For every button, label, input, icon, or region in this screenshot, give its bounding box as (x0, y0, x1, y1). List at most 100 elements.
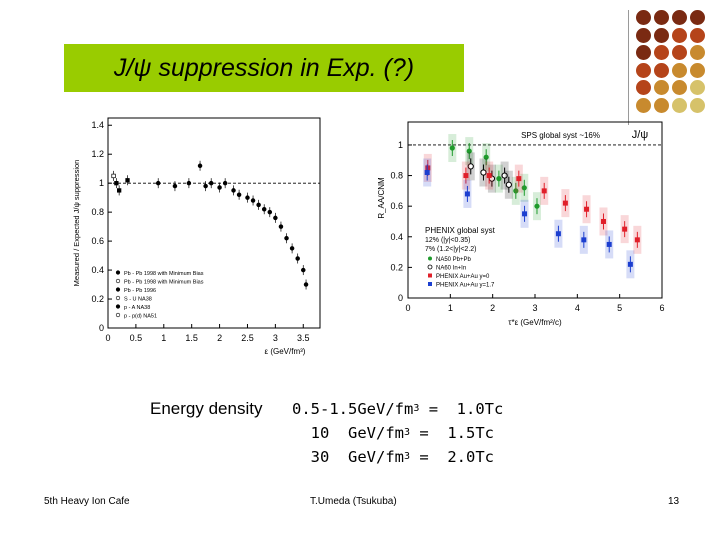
energy-density-table: Energy density 0.5-1.5GeV/fm 3 = 1.0Tc 10… (150, 397, 503, 469)
decor-dot (636, 97, 651, 113)
data-point (541, 188, 547, 194)
data-point (236, 192, 242, 198)
legend-marker (428, 256, 432, 261)
data-point (606, 241, 612, 247)
decor-dot (690, 62, 705, 78)
slide-title-box: J/ψ suppression in Exp. (?) (64, 44, 464, 92)
energy-sup: 3 (403, 427, 411, 438)
data-point (186, 180, 192, 186)
decor-dot (672, 45, 687, 60)
y-tick-label: 0.8 (91, 207, 104, 217)
x-axis-label: ε (GeV/fm³) (265, 347, 306, 356)
data-point (222, 180, 228, 186)
legend-label: Pb - Pb 1998 with Minimum Bias (124, 280, 204, 286)
data-point (555, 231, 561, 237)
data-point (463, 173, 469, 179)
data-point (114, 181, 119, 186)
y-axis-label: R_AA/CNM (377, 177, 386, 219)
x-tick-label: 3.5 (297, 333, 310, 343)
y-tick-label: 0.6 (390, 201, 403, 211)
data-point (513, 188, 519, 194)
data-point (256, 202, 261, 208)
data-point (516, 176, 522, 182)
decor-dot (690, 97, 705, 113)
x-tick-label: 0 (405, 303, 410, 313)
data-point (467, 163, 474, 170)
legend-label: NA50 Pb+Pb (436, 257, 472, 263)
x-tick-label: 3 (273, 333, 278, 343)
legend-label: S - U NA38 (124, 297, 152, 303)
data-point (622, 226, 628, 232)
x-tick-label: 4 (575, 303, 580, 313)
data-point (203, 183, 208, 189)
legend-marker (115, 295, 121, 301)
legend-marker (428, 282, 432, 286)
legend-marker (115, 270, 121, 275)
decor-dot (654, 45, 669, 60)
slide-title: J/ψ suppression in Exp. (?) (113, 53, 415, 82)
legend-marker (115, 278, 121, 284)
data-point (267, 209, 273, 215)
data-point (496, 176, 502, 182)
x-tick-label: 1 (161, 333, 166, 343)
decor-dot (654, 80, 669, 95)
decor-dot (654, 27, 669, 43)
x-tick-label: 2.5 (241, 333, 254, 343)
legend-label: PHENIX Au+Au y=1.7 (436, 283, 495, 289)
y-tick-label: 1 (398, 140, 403, 150)
data-point (303, 282, 309, 287)
x-tick-label: 2 (217, 333, 222, 343)
energy-row: Energy density 0.5-1.5GeV/fm 3 = 1.0Tc (150, 397, 503, 421)
x-tick-label: 0.5 (130, 333, 143, 343)
data-point (505, 181, 512, 188)
annotation: J/ψ (632, 129, 649, 141)
data-point (295, 256, 300, 261)
legend-marker (428, 273, 432, 278)
data-point (521, 185, 527, 191)
energy-sup: 3 (403, 451, 411, 462)
data-point (562, 200, 568, 206)
y-tick-label: 1.4 (91, 120, 104, 130)
plot-frame (107, 117, 321, 329)
x-tick-label: 0 (105, 333, 110, 343)
data-point (480, 169, 487, 176)
y-axis-label: Measured / Expected J/ψ suppression (72, 160, 81, 287)
na50-suppression-chart: 0 0.2 0.4 0.6 0.8 1 1.2 1.4 0 0.5 1 1.5 2 2.5 3 3.5 ε (G… (72, 117, 321, 356)
data-point (172, 183, 178, 189)
footer-author: T.Umeda (Tsukuba) (310, 496, 397, 507)
data-point (425, 165, 431, 171)
decor-dot (672, 10, 687, 25)
data-point (245, 195, 250, 200)
decor-dot (654, 10, 669, 25)
data-point (534, 203, 540, 209)
data-point (634, 237, 640, 243)
data-point (424, 170, 430, 176)
decor-dot (672, 97, 687, 113)
data-point (301, 267, 306, 273)
data-point (197, 163, 203, 169)
energy-density-label: Energy density (150, 399, 263, 418)
x-tick-label: 3 (532, 303, 537, 313)
data-point (289, 246, 295, 251)
data-point (501, 172, 508, 179)
decor-divider (628, 10, 629, 125)
y-tick-label: 0.4 (91, 265, 104, 275)
data-point (261, 206, 267, 212)
legend-label: NA60 In+In (436, 266, 466, 272)
energy-value: 10 GeV/fm (292, 424, 404, 442)
decor-dot (636, 10, 651, 25)
data-point (217, 185, 222, 190)
x-axis-label: τ*ε (GeV/fm²/c) (508, 318, 562, 327)
x-tick-label: 6 (659, 303, 664, 313)
data-point (600, 218, 606, 224)
decor-dot (672, 27, 687, 43)
data-point (483, 154, 489, 160)
y-tick-label: 1 (99, 178, 104, 188)
y-tick-label: 0 (99, 323, 104, 333)
data-point (522, 211, 528, 217)
data-point (111, 173, 116, 179)
annotation: 12% (|y|<0.35) (425, 237, 470, 244)
data-point (208, 180, 214, 186)
x-tick-label: 1.5 (185, 333, 198, 343)
data-point (486, 173, 492, 179)
